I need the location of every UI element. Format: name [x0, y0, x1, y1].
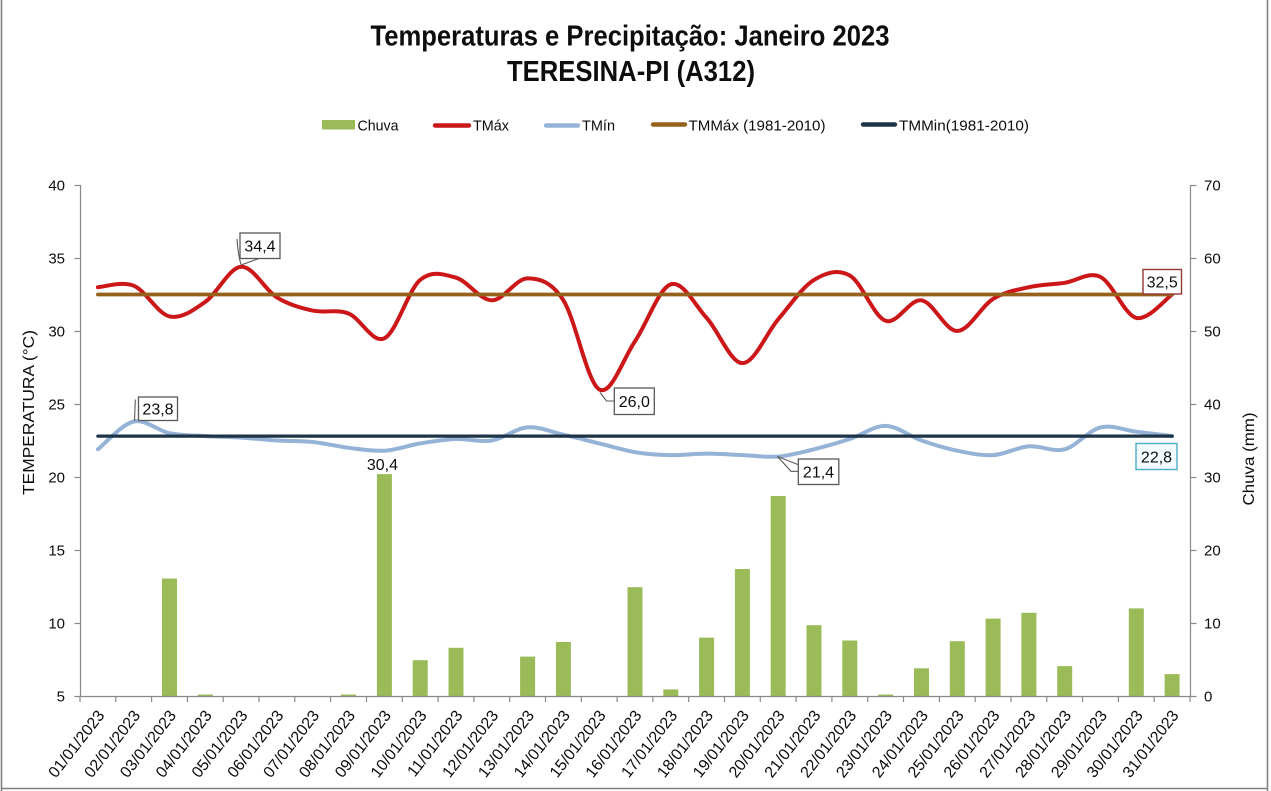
svg-text:50: 50 — [1204, 324, 1221, 341]
svg-text:0: 0 — [1204, 689, 1212, 706]
svg-text:TMín: TMín — [582, 118, 615, 135]
svg-text:32,5: 32,5 — [1147, 275, 1178, 292]
svg-text:20: 20 — [48, 470, 65, 487]
svg-text:25: 25 — [48, 397, 65, 414]
svg-text:20: 20 — [1204, 543, 1221, 560]
svg-text:TERESINA-PI (A312): TERESINA-PI (A312) — [507, 56, 755, 88]
svg-text:TMMin(1981-2010): TMMin(1981-2010) — [899, 118, 1029, 135]
svg-text:40: 40 — [48, 178, 65, 195]
svg-text:35: 35 — [48, 251, 65, 268]
svg-text:30,4: 30,4 — [367, 457, 398, 474]
svg-text:TEMPERATURA (°C): TEMPERATURA (°C) — [21, 330, 38, 495]
svg-text:TMMáx (1981-2010): TMMáx (1981-2010) — [689, 118, 826, 135]
svg-text:26,0: 26,0 — [619, 394, 650, 411]
svg-text:30: 30 — [1204, 470, 1221, 487]
svg-text:Temperaturas e Precipitação: J: Temperaturas e Precipitação: Janeiro 202… — [371, 21, 890, 53]
svg-text:TMáx: TMáx — [473, 118, 509, 135]
svg-text:22,8: 22,8 — [1141, 450, 1172, 467]
svg-text:40: 40 — [1204, 397, 1221, 414]
svg-text:34,4: 34,4 — [244, 239, 275, 256]
svg-text:23,8: 23,8 — [142, 402, 173, 419]
svg-text:5: 5 — [57, 689, 65, 706]
svg-text:60: 60 — [1204, 251, 1221, 268]
svg-text:21,4: 21,4 — [803, 465, 834, 482]
svg-text:10: 10 — [1204, 616, 1221, 633]
svg-text:Chuva: Chuva — [358, 118, 400, 135]
svg-text:10: 10 — [48, 616, 65, 633]
svg-text:30: 30 — [48, 324, 65, 341]
svg-text:70: 70 — [1204, 178, 1221, 195]
svg-text:15: 15 — [48, 543, 65, 560]
svg-text:Chuva (mm): Chuva (mm) — [1241, 413, 1258, 506]
